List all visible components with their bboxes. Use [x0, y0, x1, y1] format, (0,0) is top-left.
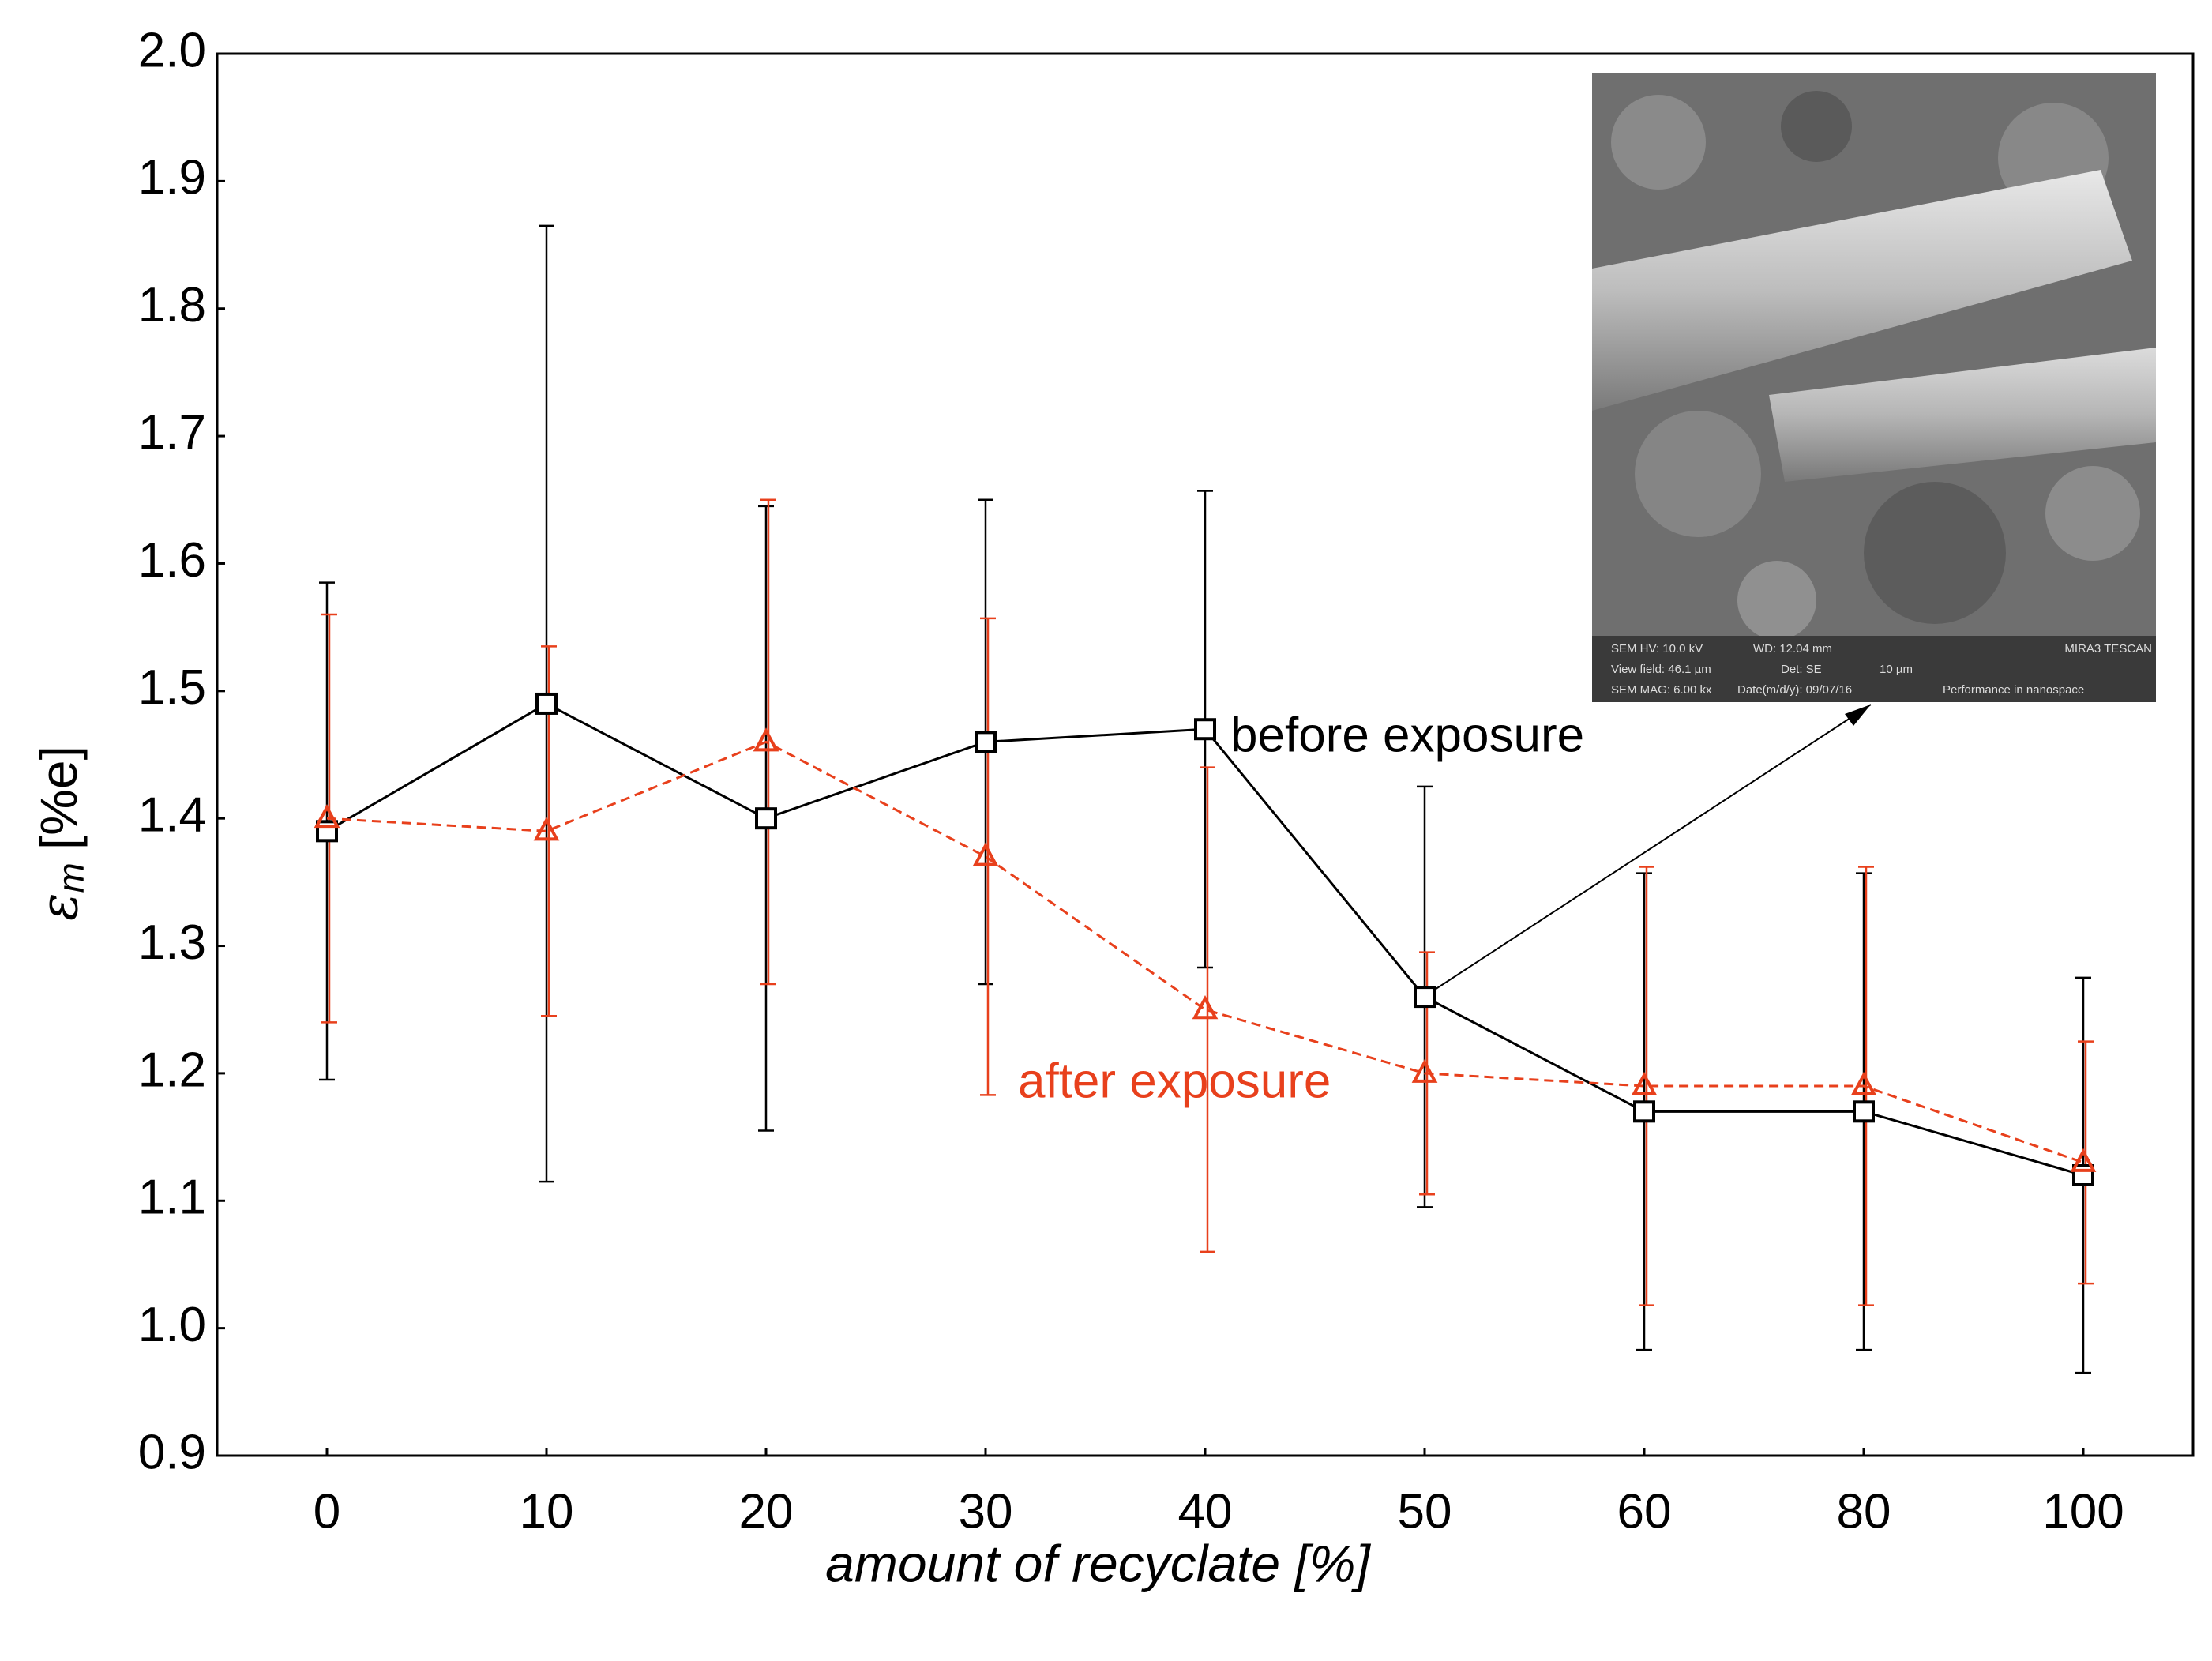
- y-label-symbol: ε: [28, 893, 89, 920]
- marker: [316, 820, 338, 843]
- legend-label: before exposure: [1230, 708, 1584, 762]
- inset-label: MIRA3 TESCAN: [2064, 642, 2152, 656]
- inset-label: Det: SE: [1781, 663, 1822, 676]
- y-axis-label: εm [%e]: [28, 746, 92, 921]
- marker: [972, 842, 999, 866]
- y-tick-label: 1.4: [138, 788, 206, 843]
- y-tick-label: 1.8: [138, 278, 206, 333]
- inset-label: WD: 12.04 mm: [1753, 642, 1832, 656]
- y-tick-label: 1.1: [138, 1171, 206, 1225]
- y-label-subscript: m: [51, 862, 92, 893]
- x-tick-label: 100: [2042, 1484, 2124, 1539]
- legend-label: after exposure: [1018, 1054, 1331, 1108]
- y-tick-label: 1.6: [138, 533, 206, 588]
- y-label-unit: [%e]: [29, 746, 88, 850]
- inset-label: SEM HV: 10.0 kV: [1611, 642, 1703, 656]
- y-tick-label: 1.7: [138, 405, 206, 460]
- inset-label: View field: 46.1 µm: [1611, 663, 1711, 676]
- x-tick-label: 60: [1617, 1484, 1672, 1539]
- x-tick-label: 30: [959, 1484, 1013, 1539]
- marker: [314, 803, 340, 829]
- marker: [1194, 718, 1216, 741]
- y-tick-label: 1.9: [138, 151, 206, 205]
- x-tick-label: 10: [520, 1484, 574, 1539]
- marker: [1414, 986, 1436, 1009]
- sem-inset: [1592, 73, 2156, 702]
- x-axis-label: amount of recyclate [%]: [825, 1534, 1371, 1592]
- y-tick-label: 1.0: [138, 1298, 206, 1352]
- x-tick-label: 0: [314, 1484, 340, 1539]
- marker: [975, 731, 997, 753]
- marker: [1192, 995, 1219, 1020]
- x-tick-label: 50: [1398, 1484, 1452, 1539]
- series-line: [326, 740, 2084, 1164]
- marker: [753, 727, 779, 752]
- marker: [1411, 1058, 1438, 1083]
- marker: [533, 817, 560, 841]
- x-tick-label: 20: [739, 1484, 794, 1539]
- marker: [535, 692, 558, 715]
- inset-arrowhead: [1845, 705, 1871, 726]
- marker: [1633, 1100, 1655, 1123]
- inset-label: Performance in nanospace: [1943, 683, 2084, 697]
- x-tick-label: 40: [1178, 1484, 1233, 1539]
- inset-arrow: [1423, 704, 1872, 998]
- y-tick-label: 0.9: [138, 1425, 206, 1479]
- y-tick-label: 2.0: [138, 23, 206, 77]
- marker: [2070, 1148, 2097, 1172]
- inset-label: 10 µm: [1880, 663, 1913, 676]
- inset-label: Date(m/d/y): 09/07/16: [1737, 683, 1852, 697]
- y-tick-label: 1.5: [138, 660, 206, 715]
- marker: [1631, 1071, 1658, 1096]
- x-tick-label: 80: [1837, 1484, 1891, 1539]
- inset-label: SEM MAG: 6.00 kx: [1611, 683, 1712, 697]
- marker: [2072, 1164, 2094, 1186]
- marker: [1850, 1071, 1877, 1096]
- y-tick-label: 1.2: [138, 1043, 206, 1097]
- marker: [1853, 1100, 1875, 1123]
- marker: [755, 807, 777, 830]
- y-tick-label: 1.3: [138, 915, 206, 970]
